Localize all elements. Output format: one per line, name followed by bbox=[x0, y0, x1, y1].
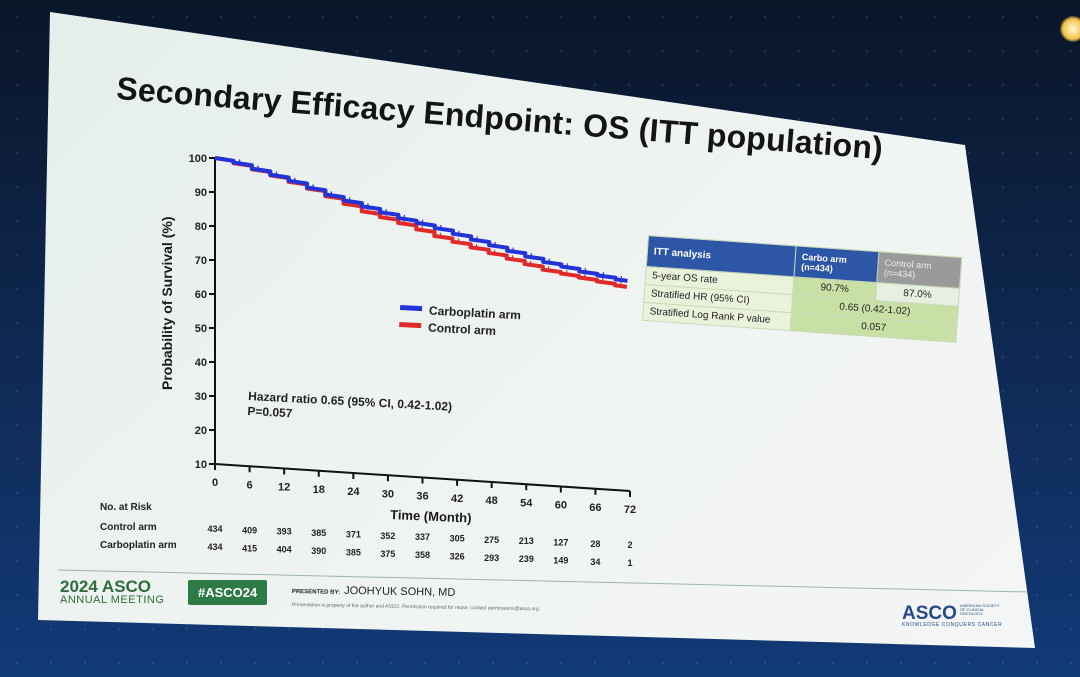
asco-logo-society: AMERICAN SOCIETY OF CLINICAL ONCOLOGY bbox=[959, 603, 1000, 616]
risk-row-label-control: Control arm bbox=[100, 522, 157, 533]
asco-logo-tagline: KNOWLEDGE CONQUERS CANCER bbox=[902, 622, 1003, 628]
x-tick-label: 6 bbox=[247, 479, 253, 491]
risk-value: 434 bbox=[207, 524, 222, 534]
risk-value: 28 bbox=[590, 539, 600, 549]
y-tick-label: 70 bbox=[195, 255, 207, 267]
legend-label-control: Control arm bbox=[428, 321, 497, 339]
risk-value: 239 bbox=[519, 554, 534, 564]
x-tick-label: 42 bbox=[451, 493, 463, 505]
y-tick-label: 80 bbox=[195, 221, 207, 233]
risk-value: 390 bbox=[311, 546, 326, 556]
legend-swatch-carboplatin bbox=[400, 305, 423, 312]
asco-meeting-logo: 2024 ASCO ANNUAL MEETING bbox=[60, 578, 164, 606]
risk-value: 213 bbox=[519, 536, 534, 546]
y-tick-label: 100 bbox=[189, 153, 207, 165]
chart-legend: Carboplatin arm Control arm bbox=[399, 304, 522, 339]
x-tick-label: 30 bbox=[382, 488, 394, 500]
p-value-text: P=0.057 bbox=[247, 404, 293, 420]
asco-logo-word: ASCO bbox=[902, 603, 957, 624]
risk-value: 149 bbox=[553, 556, 568, 566]
risk-value: 337 bbox=[415, 532, 430, 542]
x-tick-label: 66 bbox=[589, 502, 601, 514]
chart-axes: 10 20 30 40 50 60 70 80 90 100 0 6 12 18 24 30 36 42 48 54 6… bbox=[189, 153, 636, 516]
legend-label-carboplatin: Carboplatin arm bbox=[429, 304, 522, 323]
risk-value: 385 bbox=[346, 547, 361, 557]
risk-value: 275 bbox=[484, 535, 499, 545]
y-tick-label: 90 bbox=[195, 187, 207, 199]
footer-divider bbox=[57, 569, 1031, 593]
risk-value: 375 bbox=[380, 549, 395, 559]
y-tick-label: 40 bbox=[195, 357, 207, 369]
risk-table-header: No. at Risk bbox=[100, 502, 152, 513]
y-tick-label: 20 bbox=[195, 425, 207, 437]
km-curve-carboplatin-arm bbox=[214, 156, 628, 283]
x-tick-label: 60 bbox=[555, 500, 567, 512]
y-tick-label: 60 bbox=[195, 289, 207, 301]
risk-value: 409 bbox=[242, 525, 257, 535]
meeting-name: 2024 ASCO bbox=[60, 577, 152, 596]
risk-value: 385 bbox=[311, 528, 326, 538]
risk-value: 352 bbox=[380, 531, 395, 541]
presenter-name: JOOHYUK SOHN, MD bbox=[344, 584, 456, 599]
risk-value: 404 bbox=[277, 545, 292, 555]
chart-curves bbox=[214, 156, 628, 289]
risk-value: 127 bbox=[553, 538, 568, 548]
risk-value: 34 bbox=[590, 557, 600, 567]
x-tick-label: 72 bbox=[624, 504, 636, 516]
risk-value: 1 bbox=[627, 558, 632, 568]
x-tick-label: 12 bbox=[278, 482, 290, 494]
risk-row-label-carboplatin: Carboplatin arm bbox=[100, 540, 177, 551]
risk-value: 2 bbox=[627, 540, 632, 550]
risk-table: No. at Risk Control arm Carboplatin arm … bbox=[100, 502, 633, 568]
y-tick-label: 30 bbox=[195, 391, 207, 403]
x-tick-label: 18 bbox=[313, 484, 325, 496]
hazard-ratio-annotation: Hazard ratio 0.65 (95% CI, 0.42-1.02) P=… bbox=[247, 389, 452, 420]
risk-value: 434 bbox=[207, 542, 222, 552]
x-tick-label: 54 bbox=[520, 497, 533, 509]
risk-value: 358 bbox=[415, 550, 430, 560]
x-tick-label: 48 bbox=[486, 495, 498, 507]
x-tick-label: 0 bbox=[212, 477, 218, 489]
x-tick-label: 24 bbox=[347, 486, 360, 498]
risk-table-values: 434 409 393 385 371 352 337 305 275 213 127 28 2 434 4… bbox=[207, 524, 632, 568]
risk-value: 305 bbox=[450, 533, 465, 543]
meeting-subtitle: ANNUAL MEETING bbox=[60, 594, 165, 606]
legend-swatch-control bbox=[399, 321, 422, 329]
y-axis-label: Probability of Survival (%) bbox=[159, 217, 175, 390]
presented-by-label: PRESENTED BY: bbox=[291, 588, 341, 596]
risk-value: 415 bbox=[242, 543, 257, 553]
risk-value: 326 bbox=[450, 551, 465, 561]
y-tick-label: 10 bbox=[195, 459, 207, 471]
x-tick-label: 36 bbox=[416, 491, 428, 503]
risk-value: 393 bbox=[277, 527, 292, 537]
y-tick-label: 50 bbox=[195, 323, 207, 335]
risk-value: 293 bbox=[484, 553, 499, 563]
risk-value: 371 bbox=[346, 529, 361, 539]
ceiling-light bbox=[1060, 16, 1080, 42]
hashtag-badge: #ASCO24 bbox=[188, 580, 268, 605]
x-axis-label: Time (Month) bbox=[390, 507, 472, 526]
asco-society-logo: ASCO AMERICAN SOCIETY OF CLINICAL ONCOLOG… bbox=[902, 604, 1002, 628]
